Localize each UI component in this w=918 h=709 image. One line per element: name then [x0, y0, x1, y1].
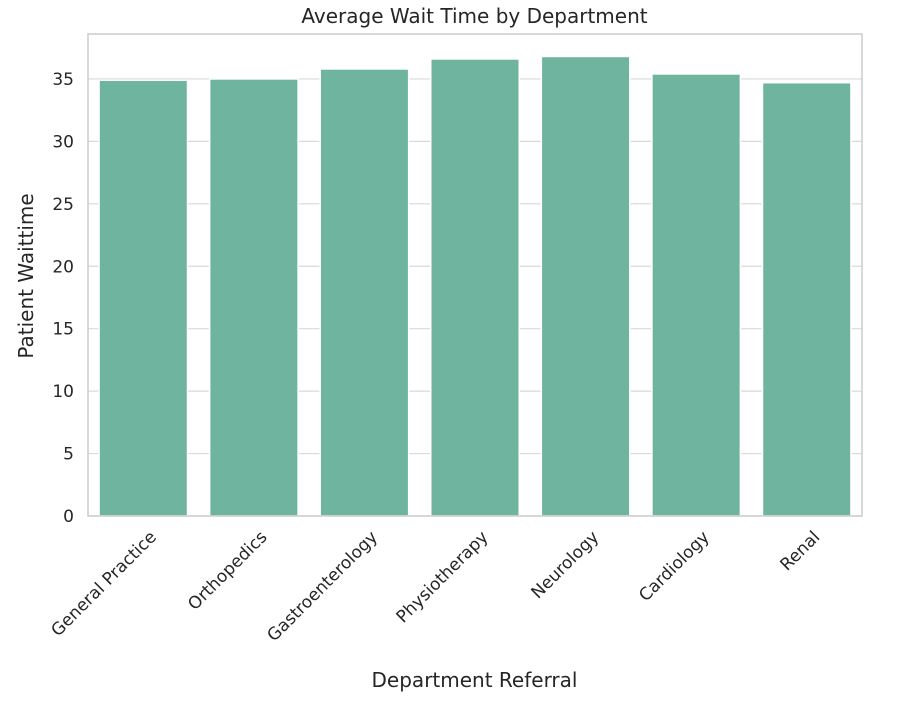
x-tick-label: Neurology: [527, 527, 603, 603]
y-tick-label: 5: [63, 445, 74, 465]
y-tick-label: 15: [52, 320, 74, 340]
x-tick-label: Gastroenterology: [264, 527, 382, 645]
bars: [98, 55, 852, 517]
bar: [208, 78, 299, 517]
bar: [651, 73, 742, 517]
y-tick-label: 30: [52, 132, 74, 152]
bar: [430, 58, 520, 517]
chart-title: Average Wait Time by Department: [301, 4, 647, 28]
bar: [319, 68, 410, 517]
plot-frame: [87, 33, 863, 517]
x-tick-label: Physiotherapy: [393, 527, 493, 627]
bar: [761, 81, 852, 517]
y-tick-labels: 0 5 10 15 20 25 30 35: [52, 70, 74, 527]
y-tick-label: 10: [52, 382, 74, 402]
bar: [98, 79, 189, 517]
y-tick-label: 25: [52, 195, 74, 215]
y-tick-label: 35: [52, 70, 74, 90]
y-axis-label: Patient Waittime: [14, 193, 38, 358]
y-tick-label: 0: [63, 507, 74, 527]
x-axis-label: Department Referral: [372, 668, 578, 692]
bar: [540, 55, 631, 517]
y-tick-label: 20: [52, 257, 74, 277]
x-tick-label: General Practice: [47, 527, 160, 640]
x-tick-label: Renal: [777, 527, 825, 575]
x-tick-label: Cardiology: [635, 527, 713, 605]
x-tick-label: Orthopedics: [184, 527, 271, 614]
x-tick-labels: General Practice OrthopedicsGastroenterol…: [47, 527, 824, 646]
